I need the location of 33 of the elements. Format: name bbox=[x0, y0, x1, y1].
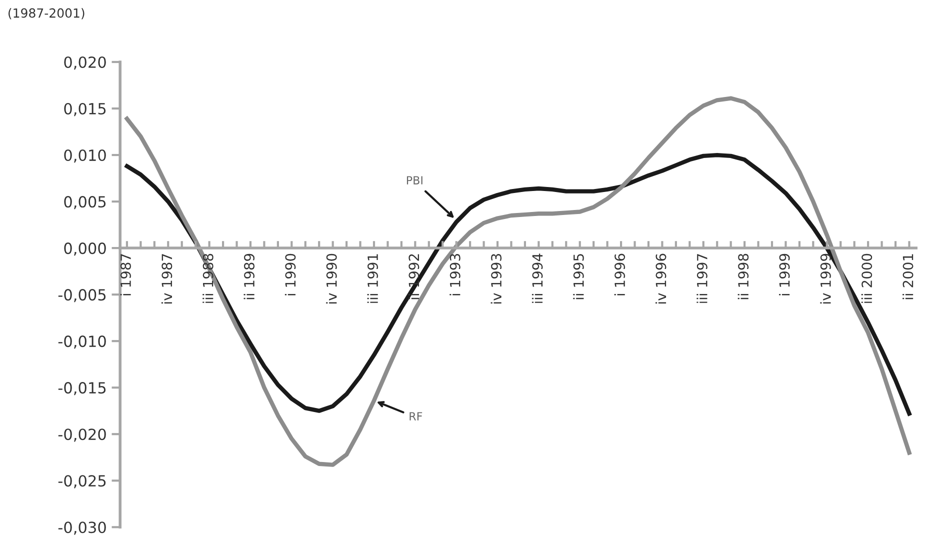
y-tick-label: 0,010 bbox=[64, 149, 106, 163]
y-tick-label: 0,005 bbox=[64, 196, 106, 210]
annotation: PBI bbox=[406, 176, 422, 184]
x-tick-label: iv 1990 bbox=[326, 254, 337, 304]
x-tick-label: ii 1998 bbox=[738, 254, 749, 300]
y-tick-label: 0,000 bbox=[64, 242, 106, 256]
y-tick-label: -0,005 bbox=[58, 289, 106, 302]
x-tick-label: iii 1997 bbox=[696, 254, 708, 303]
x-tick-label: ii 2001 bbox=[902, 254, 914, 300]
y-tick-label: -0,015 bbox=[58, 382, 106, 396]
y-tick-label: 0,020 bbox=[64, 56, 106, 70]
x-tick-label: ii 1989 bbox=[244, 254, 255, 300]
y-tick-label: -0,020 bbox=[58, 428, 106, 442]
x-tick-label: i 1993 bbox=[450, 254, 460, 296]
x-tick-label: i 1990 bbox=[284, 254, 296, 296]
annotation: RF bbox=[410, 412, 422, 420]
y-tick-label: -0,010 bbox=[58, 336, 106, 349]
x-tick-label: iii 1991 bbox=[367, 254, 378, 303]
x-tick-label: iv 1996 bbox=[655, 254, 666, 304]
y-tick-label: 0,015 bbox=[64, 102, 106, 116]
y-tick-label: -0,025 bbox=[58, 475, 106, 488]
x-tick-label: i 1987 bbox=[120, 254, 131, 296]
x-tick-label: i 1999 bbox=[779, 254, 790, 296]
x-tick-label: iii 1988 bbox=[202, 254, 214, 303]
x-tick-label: iii 2000 bbox=[861, 254, 872, 303]
x-tick-label: iv 1993 bbox=[490, 254, 502, 304]
y-tick-label: -0,030 bbox=[58, 522, 106, 535]
x-tick-label: iv 1987 bbox=[161, 254, 172, 304]
x-tick-label: iii 1994 bbox=[532, 254, 543, 303]
chart-title: (1987-2001) bbox=[8, 8, 84, 20]
x-tick-label: ii 1995 bbox=[573, 254, 584, 300]
x-tick-label: i 1996 bbox=[614, 254, 626, 296]
x-tick-label: iv 1999 bbox=[820, 254, 831, 304]
